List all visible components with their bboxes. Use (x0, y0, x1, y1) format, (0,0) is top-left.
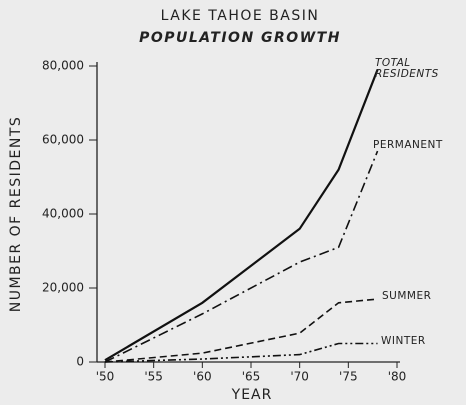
x-tick-label: '50 (96, 370, 115, 384)
x-tick-label: '75 (339, 370, 358, 384)
y-tick-label: 40,000 (42, 207, 84, 221)
series-line (104, 298, 378, 363)
series-line (104, 150, 379, 363)
legend-label: PERMANENT (373, 139, 443, 151)
y-axis-label: NUMBER OF RESIDENTS (8, 116, 24, 313)
series-line (104, 342, 378, 363)
legend-label: WINTER (381, 335, 426, 347)
x-tick-label: '80 (388, 370, 407, 384)
y-tick-label: 60,000 (42, 133, 84, 147)
x-tick-label: '60 (193, 370, 212, 384)
x-tick-label: '65 (242, 370, 261, 384)
y-tick-label: 0 (76, 355, 84, 369)
x-axis-label: YEAR (231, 387, 273, 403)
legend-label: TOTAL RESIDENTS (375, 57, 439, 80)
series-line (104, 69, 379, 362)
x-tick-label: '55 (144, 370, 163, 384)
chart-subtitle: POPULATION GROWTH (139, 30, 341, 46)
x-tick-label: '70 (290, 370, 309, 384)
y-tick-label: 80,000 (42, 59, 84, 73)
legend-label: SUMMER (382, 290, 432, 302)
chart-title: LAKE TAHOE BASIN (161, 8, 320, 24)
y-tick-label: 20,000 (42, 281, 84, 295)
